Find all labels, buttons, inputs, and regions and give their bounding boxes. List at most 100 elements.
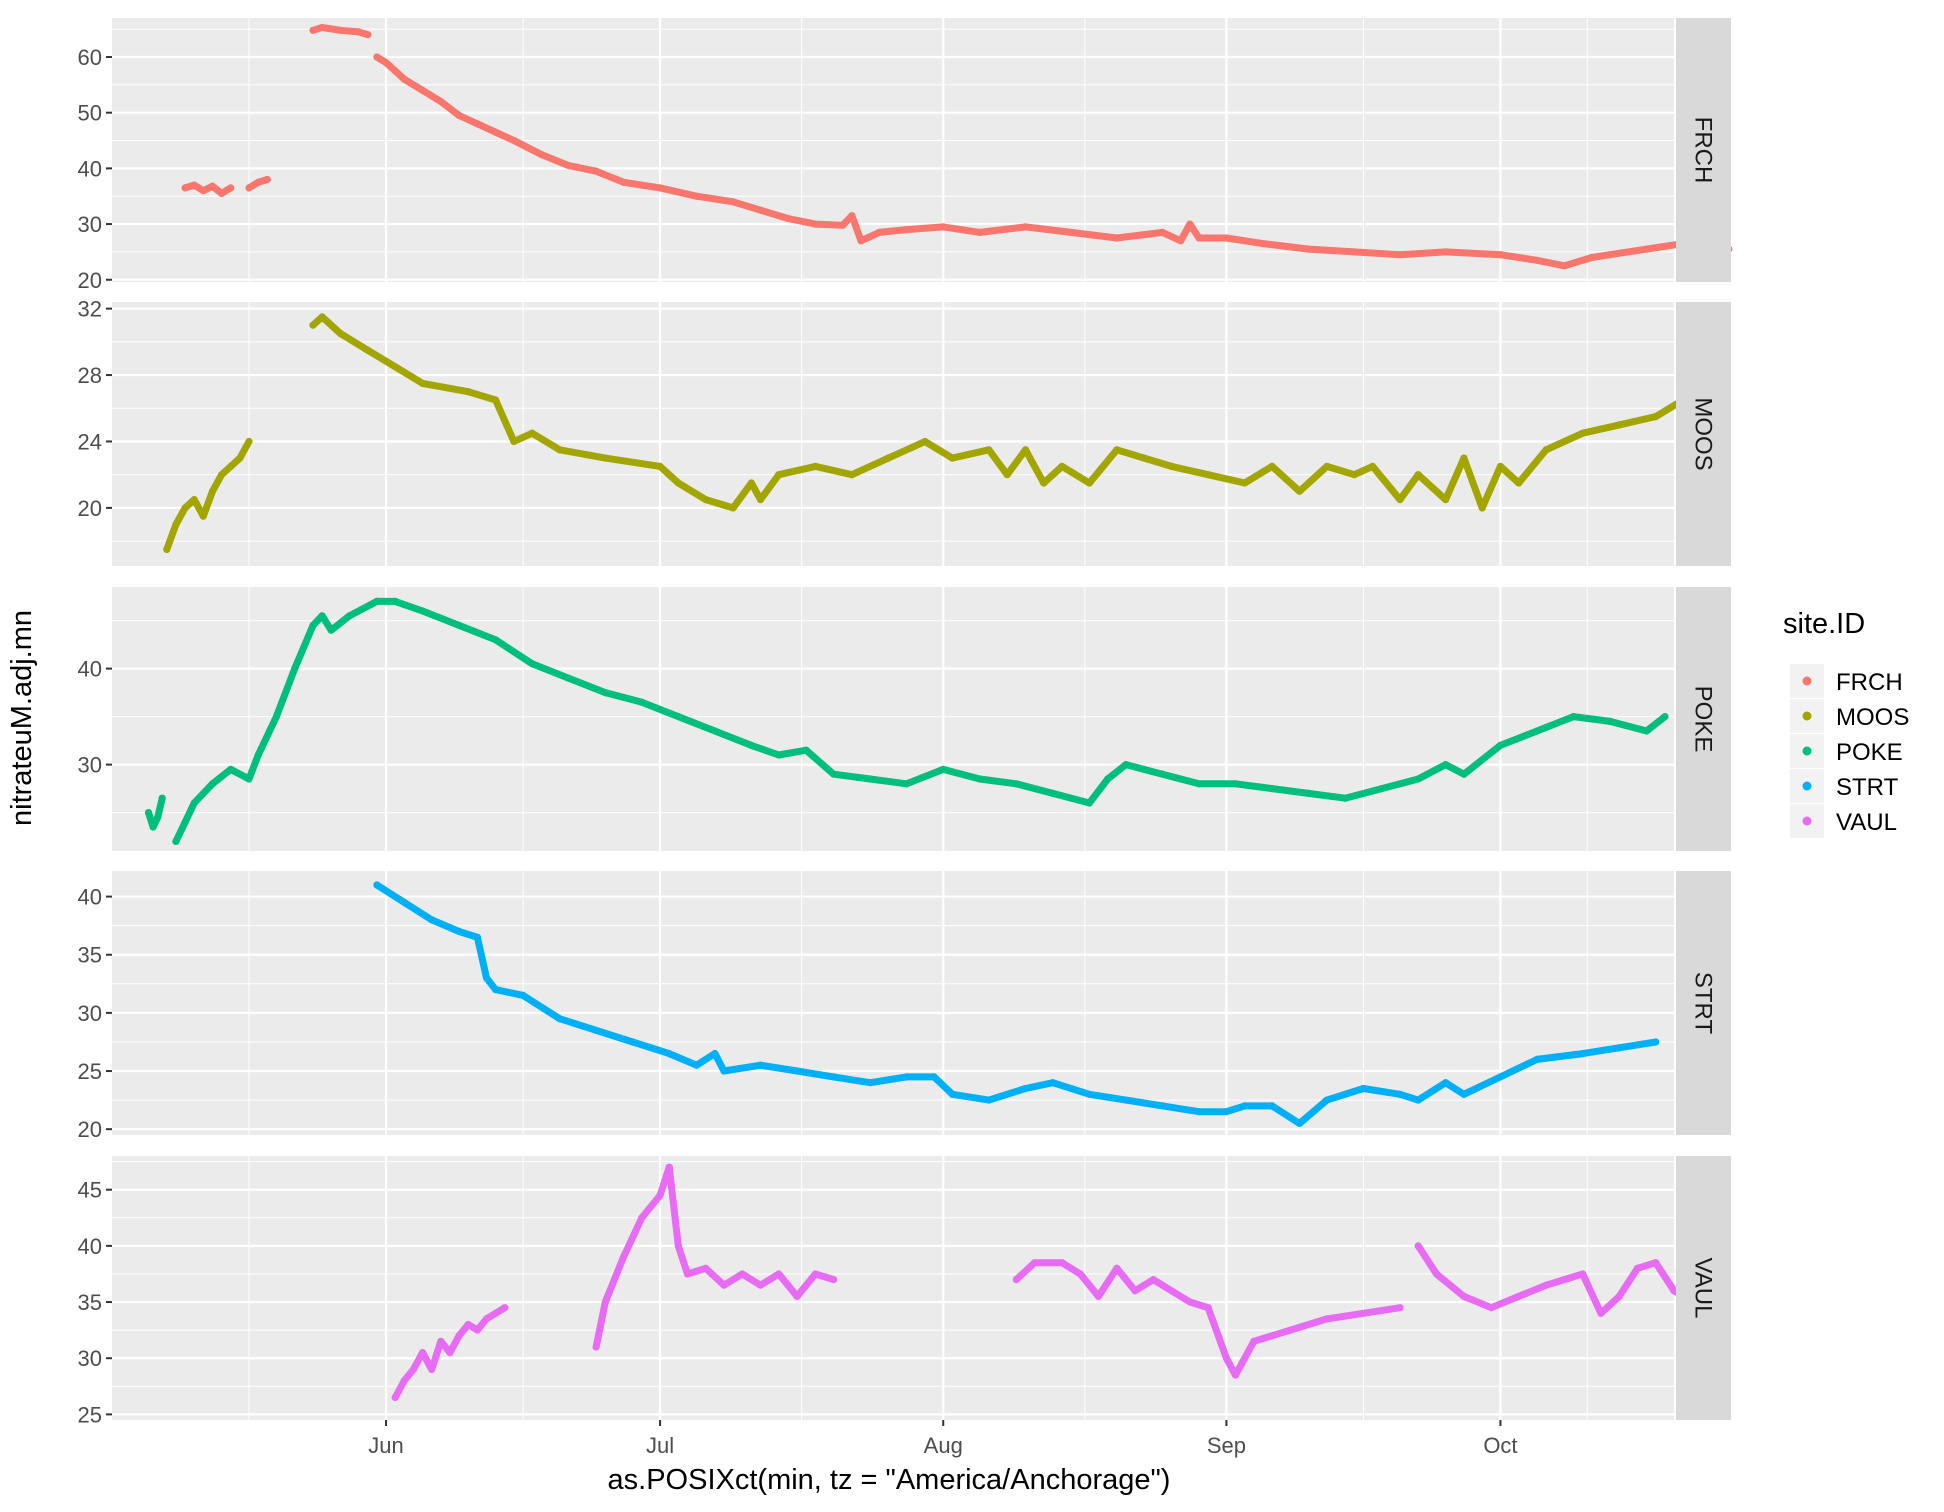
data-point bbox=[1012, 780, 1020, 788]
y-tick-label: 20 bbox=[78, 1117, 102, 1142]
panel-background bbox=[112, 1156, 1674, 1420]
data-point bbox=[1231, 1371, 1240, 1379]
data-point bbox=[254, 178, 262, 186]
data-point bbox=[756, 1281, 765, 1289]
data-point bbox=[565, 674, 573, 682]
data-point bbox=[473, 933, 481, 941]
x-tick-label: Jun bbox=[368, 1433, 403, 1458]
data-point bbox=[939, 223, 947, 231]
data-point bbox=[373, 53, 381, 61]
data-point bbox=[1021, 446, 1030, 454]
data-point bbox=[236, 454, 244, 462]
data-point bbox=[1250, 1337, 1258, 1345]
data-point bbox=[985, 1096, 993, 1104]
facet-strip-label: POKE bbox=[1690, 686, 1717, 753]
data-point bbox=[1515, 479, 1523, 487]
data-point bbox=[1085, 479, 1093, 487]
facet-panel-frch: 20 30 40 50 60 FRCH bbox=[78, 18, 1733, 293]
data-point bbox=[190, 181, 198, 189]
data-point bbox=[1021, 223, 1030, 231]
facet-strip bbox=[1676, 587, 1731, 851]
data-point bbox=[1606, 717, 1614, 726]
data-point bbox=[1158, 770, 1167, 778]
data-point bbox=[419, 607, 427, 615]
x-tick-label: Aug bbox=[924, 1433, 963, 1458]
data-point bbox=[601, 454, 609, 462]
data-point bbox=[976, 228, 984, 236]
data-point bbox=[419, 379, 427, 387]
data-point bbox=[537, 150, 545, 159]
data-point bbox=[391, 1393, 399, 1402]
data-point bbox=[345, 612, 354, 620]
data-point bbox=[373, 597, 381, 606]
data-point bbox=[446, 1349, 454, 1357]
data-point bbox=[1295, 487, 1304, 495]
data-point bbox=[738, 1270, 746, 1278]
data-point bbox=[1597, 1309, 1605, 1317]
data-point bbox=[318, 23, 326, 32]
y-tick-label: 30 bbox=[78, 1346, 102, 1371]
data-point bbox=[254, 751, 262, 759]
data-point bbox=[720, 1067, 728, 1075]
data-point bbox=[1414, 775, 1422, 783]
legend-label: FRCH bbox=[1836, 669, 1903, 696]
data-point bbox=[921, 437, 929, 446]
data-point bbox=[1442, 761, 1450, 769]
data-point bbox=[227, 765, 235, 774]
data-point bbox=[1350, 471, 1358, 479]
data-point bbox=[199, 512, 207, 520]
data-point bbox=[172, 520, 180, 529]
data-point bbox=[948, 454, 957, 462]
legend: site.ID FRCH MOOS POKE STRT VAUL bbox=[1783, 608, 1909, 838]
panel-background bbox=[112, 587, 1674, 851]
data-point bbox=[1396, 496, 1404, 504]
y-tick-label: 45 bbox=[78, 1178, 102, 1203]
data-point bbox=[565, 162, 573, 170]
legend-key bbox=[1802, 816, 1812, 826]
data-point bbox=[601, 1298, 609, 1306]
y-tick-label: 40 bbox=[78, 657, 102, 682]
data-point bbox=[528, 429, 536, 437]
data-point bbox=[245, 184, 253, 192]
data-point bbox=[1496, 741, 1504, 750]
data-point bbox=[1414, 471, 1422, 479]
y-tick-label: 40 bbox=[78, 885, 102, 910]
data-point bbox=[199, 187, 207, 195]
data-point bbox=[1040, 479, 1048, 487]
data-point bbox=[309, 26, 317, 34]
data-point bbox=[1670, 1287, 1678, 1295]
y-tick-label: 24 bbox=[78, 429, 102, 454]
series-moos bbox=[163, 313, 1724, 554]
data-point bbox=[327, 626, 335, 634]
data-point bbox=[208, 780, 217, 788]
data-point bbox=[656, 462, 664, 470]
data-point bbox=[1442, 248, 1450, 256]
facet-strip bbox=[1676, 302, 1731, 566]
data-point bbox=[1286, 1326, 1294, 1334]
data-point bbox=[1158, 228, 1167, 236]
data-point bbox=[1588, 253, 1596, 262]
data-point bbox=[775, 751, 783, 759]
legend-label: POKE bbox=[1836, 739, 1903, 766]
data-point bbox=[1652, 1259, 1660, 1267]
data-point bbox=[263, 175, 271, 184]
legend-items: FRCH MOOS POKE STRT VAUL bbox=[1790, 664, 1909, 838]
data-point bbox=[455, 621, 463, 630]
data-point bbox=[1542, 1281, 1550, 1289]
y-tick-label: 28 bbox=[78, 363, 102, 388]
y-tick-label: 50 bbox=[78, 101, 102, 126]
data-point bbox=[437, 97, 445, 106]
data-point bbox=[619, 178, 628, 186]
data-point bbox=[1369, 462, 1377, 470]
data-point bbox=[501, 1304, 509, 1312]
data-point bbox=[492, 396, 500, 404]
data-point bbox=[1158, 1102, 1167, 1110]
data-point bbox=[756, 1061, 765, 1069]
data-point bbox=[227, 184, 235, 192]
data-point bbox=[638, 698, 646, 706]
data-point bbox=[1460, 770, 1468, 778]
data-point bbox=[1323, 1315, 1331, 1323]
data-point bbox=[875, 228, 883, 236]
data-point bbox=[592, 1026, 600, 1034]
data-point bbox=[1113, 446, 1121, 454]
